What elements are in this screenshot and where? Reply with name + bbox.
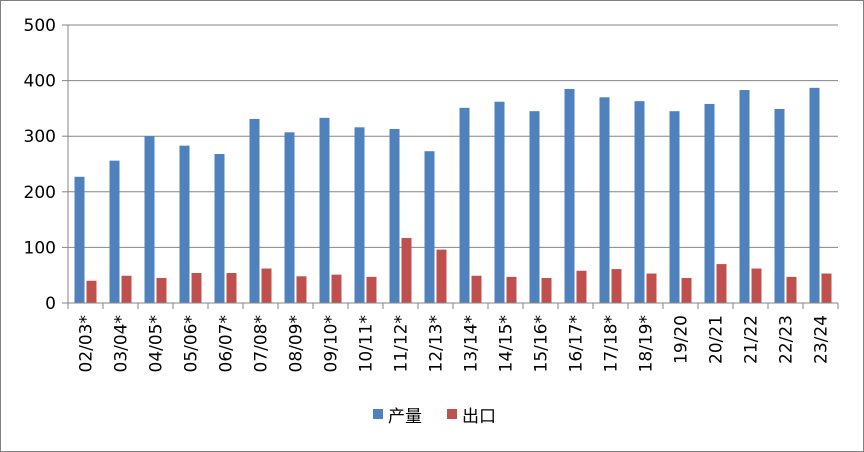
x-tick-label: 20/21 bbox=[707, 315, 727, 364]
bar-export bbox=[401, 237, 412, 303]
bar-export bbox=[611, 269, 622, 303]
bar-export bbox=[821, 273, 832, 303]
legend-swatch-production bbox=[373, 409, 383, 419]
bar-production bbox=[389, 128, 400, 303]
x-tick-label: 09/10* bbox=[322, 315, 342, 373]
legend-label-production: 产量 bbox=[388, 407, 422, 427]
y-tick-label: 100 bbox=[24, 238, 56, 258]
bars bbox=[74, 87, 832, 304]
bar-export bbox=[576, 270, 587, 303]
bar-production bbox=[564, 88, 575, 303]
bar-export bbox=[331, 274, 342, 303]
x-tick-label: 12/13* bbox=[427, 315, 447, 373]
bar-export bbox=[226, 272, 237, 303]
bar-export bbox=[261, 268, 272, 303]
x-tick-label: 11/12* bbox=[392, 315, 412, 373]
x-tick-label: 07/08* bbox=[252, 315, 272, 373]
legend: 产量 出口 bbox=[373, 407, 496, 427]
y-tick-label: 200 bbox=[24, 183, 56, 203]
x-tick-label: 23/24 bbox=[812, 315, 832, 364]
x-tick-label: 02/03* bbox=[77, 315, 97, 373]
bar-production bbox=[109, 160, 120, 303]
bar-export bbox=[366, 276, 377, 303]
bar-production bbox=[529, 111, 540, 304]
bar-production bbox=[459, 107, 470, 304]
bar-export bbox=[506, 276, 517, 303]
bar-export bbox=[681, 277, 692, 303]
axes bbox=[62, 24, 839, 309]
x-tick-label: 21/22 bbox=[742, 315, 762, 364]
legend-label-export: 出口 bbox=[462, 407, 496, 427]
x-tick-label: 10/11* bbox=[357, 315, 377, 373]
bar-export bbox=[751, 268, 762, 303]
bar-production bbox=[739, 90, 750, 303]
bar-production bbox=[214, 153, 225, 303]
bar-export bbox=[716, 264, 727, 303]
bar-production bbox=[144, 136, 155, 303]
bar-production bbox=[74, 176, 85, 303]
x-tick-label: 22/23 bbox=[777, 315, 797, 364]
x-tick-label: 18/19* bbox=[637, 315, 657, 373]
bar-production bbox=[634, 101, 645, 303]
bar-production bbox=[704, 103, 715, 304]
bar-export bbox=[191, 272, 202, 303]
x-tick-label: 08/09* bbox=[287, 315, 307, 373]
x-tick-label: 03/04* bbox=[112, 315, 132, 373]
x-tick-label: 06/07* bbox=[217, 315, 237, 373]
y-tick-label: 300 bbox=[24, 127, 56, 147]
y-tick-label: 0 bbox=[45, 294, 56, 314]
bar-production bbox=[319, 117, 330, 304]
y-tick-label: 400 bbox=[24, 72, 56, 92]
x-tick-label: 04/05* bbox=[147, 315, 167, 373]
bar-production bbox=[809, 87, 820, 303]
bar-production bbox=[354, 127, 365, 303]
bar-export bbox=[156, 277, 167, 303]
bar-production bbox=[424, 151, 435, 303]
bar-export bbox=[86, 280, 97, 303]
bar-export bbox=[121, 275, 132, 303]
x-tick-labels: 02/03* 03/04* 04/05* 05/06* 06/07* 07/08* 08/0… bbox=[77, 315, 832, 373]
x-tick-label: 05/06* bbox=[182, 315, 202, 373]
x-tick-label: 15/16* bbox=[532, 315, 552, 373]
bar-production bbox=[179, 145, 190, 303]
bar-export bbox=[471, 275, 482, 303]
x-tick-label: 17/18* bbox=[602, 315, 622, 373]
y-tick-labels: 0 100 200 300 400 500 bbox=[24, 16, 56, 314]
bar-production bbox=[669, 111, 680, 304]
bar-export bbox=[541, 277, 552, 303]
bar-export bbox=[786, 276, 797, 303]
bar-production bbox=[774, 108, 785, 304]
y-tick-label: 500 bbox=[24, 16, 56, 36]
x-tick-label: 19/20 bbox=[672, 315, 692, 364]
bar-production bbox=[284, 132, 295, 303]
bar-production bbox=[249, 118, 260, 304]
bar-export bbox=[296, 276, 307, 303]
bar-production bbox=[494, 101, 505, 303]
x-tick-label: 14/15* bbox=[497, 315, 517, 373]
bar-export bbox=[436, 249, 447, 303]
x-tick-label: 13/14* bbox=[462, 315, 482, 373]
x-tick-label: 16/17* bbox=[567, 315, 587, 373]
bar-production bbox=[599, 97, 610, 303]
legend-swatch-export bbox=[447, 409, 457, 419]
bar-export bbox=[646, 273, 657, 303]
